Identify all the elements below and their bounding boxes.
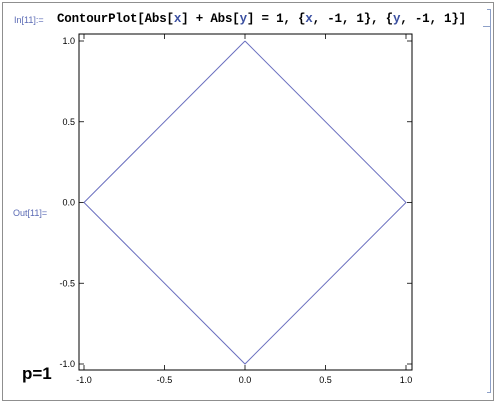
x-tick-label: -0.5	[157, 375, 173, 385]
input-cell-label: In[11]:=	[14, 15, 44, 25]
input-token: , -1, 1}]	[400, 12, 466, 26]
input-token: ] + Abs[	[181, 12, 240, 26]
output-cell-label: Out[11]=	[13, 208, 48, 218]
y-tick-label: 0.5	[62, 117, 75, 127]
y-tick-label: 0.0	[62, 198, 75, 208]
cell-bracket-tick	[483, 26, 491, 27]
input-token: ] = 1, {	[246, 12, 306, 26]
input-token: , -1, 1}, {	[312, 12, 394, 26]
y-tick-label: 1.0	[62, 36, 75, 46]
input-symbol: y	[239, 12, 248, 26]
y-tick-label: -1.0	[59, 359, 75, 369]
cell-bracket[interactable]	[487, 9, 491, 393]
input-symbol: y	[392, 12, 401, 26]
y-tick-label: -0.5	[59, 278, 75, 288]
input-expression[interactable]: ContourPlot[Abs[x] + Abs[y] = 1, {x, -1,…	[57, 12, 466, 26]
plot-frame	[78, 33, 413, 371]
input-symbol: x	[173, 12, 182, 26]
input-token: ContourPlot[Abs[	[57, 12, 174, 26]
contour-line	[83, 40, 407, 365]
p-annotation: p=1	[22, 364, 52, 383]
x-tick-label: 1.0	[400, 375, 413, 385]
x-tick-label: 0.0	[239, 375, 252, 385]
input-symbol: x	[305, 12, 313, 26]
x-tick-label: 0.5	[319, 375, 332, 385]
x-tick-label: -1.0	[76, 375, 92, 385]
